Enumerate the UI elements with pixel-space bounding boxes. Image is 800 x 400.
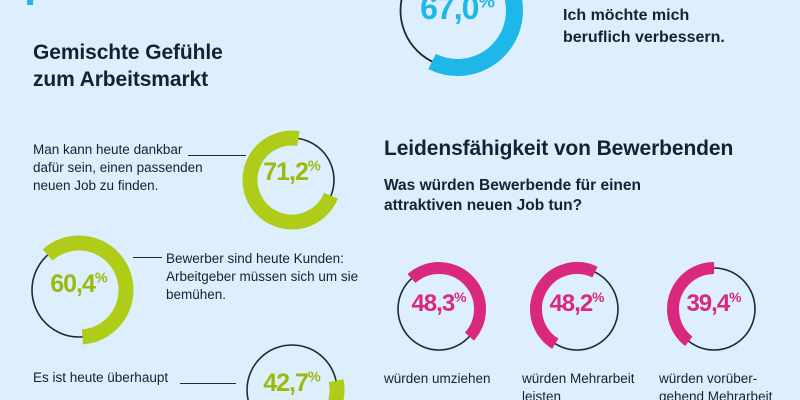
caption-wuerden-umziehen-line1: würden umziehen [384, 371, 491, 386]
donut-value-427-percent: % [307, 369, 321, 386]
statement-bewerber-kunden-line2: Arbeitgeber müssen sich um sie [166, 269, 359, 285]
donut-value-712: 71,2% [238, 158, 346, 187]
donut-arc-427 [239, 337, 345, 400]
donut-job-finden: 71,2% [238, 126, 346, 234]
left-section-title-line1: Gemischte Gefühle [33, 41, 223, 64]
donut-value-427-number: 42,7 [263, 369, 309, 397]
caption-wuerden-voruebergehend: würden vorüber- gehend Mehrarbeit [659, 370, 800, 400]
donut-value-394-percent: % [729, 289, 742, 305]
left-section-title-line2: zum Arbeitsmarkt [33, 67, 209, 91]
caption-wuerden-voruebergehend-line1: würden vorüber- [659, 371, 758, 386]
donut-value-604-percent: % [94, 270, 108, 287]
donut-value-712-number: 71,2 [263, 158, 309, 186]
donut-wuerden-umziehen: 48,3% [387, 257, 491, 361]
caption-wuerden-umziehen: würden umziehen [384, 370, 514, 388]
leader-line-job-finden [188, 155, 246, 156]
right-section-title: Leidensfähigkeit von Bewerbenden [384, 137, 734, 160]
donut-value-394: 39,4% [662, 289, 766, 318]
donut-arc-67 [392, 0, 523, 76]
donut-wuerden-mehrarbeit: 48,2% [525, 257, 629, 361]
donut-arc-394 [667, 262, 761, 356]
donut-chart-427 [239, 337, 345, 400]
donut-value-482-percent: % [592, 289, 605, 305]
statement-job-finden-line2: dafür sein, einen passenden [33, 160, 203, 176]
donut-chart-67 [392, 0, 523, 76]
statement-job-finden-line1: Man kann heute dankbar [33, 142, 183, 157]
donut-value-483: 48,3% [387, 289, 491, 318]
statement-ueberhaupt-line1: Es ist heute überhaupt [33, 370, 169, 385]
donut-arc-482 [530, 262, 624, 356]
donut-value-427: 42,7% [235, 369, 349, 398]
right-section-subtitle-line2: attraktiven neuen Job tun? [384, 197, 583, 215]
leader-line-bewerber-kunden [133, 257, 162, 258]
donut-value-483-percent: % [454, 289, 467, 305]
donut-chart-604 [24, 235, 134, 345]
donut-value-604-number: 60,4 [50, 270, 96, 298]
donut-value-604: 60,4% [20, 270, 138, 299]
donut-value-67-percent: % [478, 0, 495, 12]
donut-value-712-percent: % [307, 158, 321, 175]
donut-ueberhaupt: 42,7% [235, 333, 349, 400]
donut-value-67-number: 67,0 [420, 0, 479, 26]
donut-chart-482 [530, 262, 624, 356]
statement-bewerber-kunden-line3: bemühen. [166, 287, 227, 303]
donut-value-482-number: 48,2 [549, 290, 593, 317]
caption-wuerden-mehrarbeit-line1: würden Mehrarbeit [522, 371, 635, 386]
caption-wuerden-mehrarbeit: würden Mehrarbeit leisten [522, 370, 657, 400]
leader-line-ueberhaupt [180, 383, 236, 384]
donut-value-67: 67,0% [385, 0, 530, 27]
top-headline-fragment: personalize [24, 0, 261, 4]
statement-bewerber-kunden-line1: Bewerber sind heute Kunden: [166, 251, 344, 266]
donut-arc-712 [242, 130, 342, 230]
donut-chart-483 [392, 262, 486, 356]
statement-bewerber-kunden: Bewerber sind heute Kunden: Arbeitgeber … [166, 250, 381, 305]
caption-wuerden-voruebergehend-line2: gehend Mehrarbeit [659, 389, 773, 400]
statement-berufliche-verbesserung-line2: beruflich verbessern. [563, 29, 725, 47]
statement-berufliche-verbesserung: Ich möchte mich beruflich verbessern. [563, 5, 798, 49]
statement-berufliche-verbesserung-line1: Ich möchte mich [563, 7, 690, 24]
donut-value-394-number: 39,4 [686, 290, 730, 317]
donut-value-482: 48,2% [525, 289, 629, 318]
donut-value-483-number: 48,3 [411, 290, 455, 317]
right-section-subtitle: Was würden Bewerbende für einen attrakti… [384, 176, 714, 216]
caption-wuerden-mehrarbeit-line2: leisten [522, 389, 562, 400]
statement-job-finden-line3: neuen Job zu finden. [33, 178, 159, 194]
donut-chart-394 [667, 262, 761, 356]
donut-chart-712 [242, 130, 342, 230]
donut-arc-604 [24, 235, 134, 345]
statement-ueberhaupt: Es ist heute überhaupt [33, 369, 223, 387]
statement-job-finden: Man kann heute dankbar dafür sein, einen… [33, 141, 233, 196]
donut-berufliche-verbesserung: 67,0% [385, 0, 530, 83]
donut-wuerden-voruebergehend: 39,4% [662, 257, 766, 361]
right-section-subtitle-line1: Was würden Bewerbende für einen [384, 177, 641, 194]
donut-bewerber-kunden: 60,4% [20, 231, 138, 349]
left-section-title: Gemischte Gefühle zum Arbeitsmarkt [33, 40, 333, 94]
